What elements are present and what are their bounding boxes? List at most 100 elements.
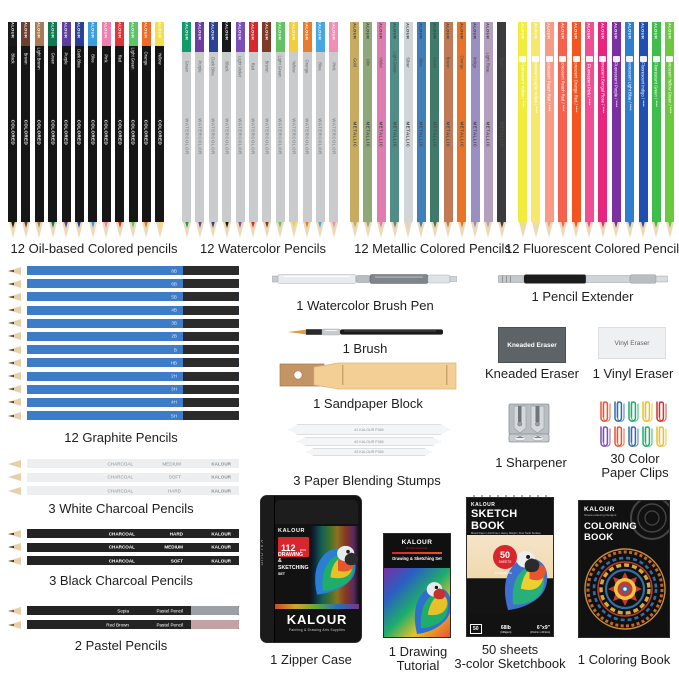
fluorescent-pencil-group: KALOUR Fluorescent Yellow / **** KALOUR Flu… — [518, 6, 675, 238]
pencil-cap — [183, 397, 239, 407]
pencil-band — [545, 56, 553, 62]
pencil-barrel: KALOUR Black COLORED — [8, 22, 17, 222]
pencil-lead — [473, 221, 478, 228]
pencil-wood-tip — [102, 222, 111, 238]
pencil-color-name: Blue — [90, 54, 96, 63]
pencil-wood-tip — [8, 543, 21, 551]
pencil-brand: KALOUR — [250, 22, 256, 41]
case-pieces-unit: pcs — [299, 547, 307, 552]
pencil-type: METALLIC — [352, 121, 357, 148]
pencil-barrel: 2BKALOUR — [27, 331, 239, 341]
pencil-cap — [183, 411, 239, 421]
pencil-lead — [8, 309, 14, 312]
pencil-lead — [8, 609, 14, 612]
drawing-tutorial: KALOUR Professional Drawing & Sketching … — [383, 533, 451, 638]
sandpaper-block — [278, 358, 458, 392]
pencil: KALOUR Olin METALLIC — [363, 22, 373, 238]
pencil-lead — [8, 282, 14, 285]
pencil-grade: B — [173, 347, 177, 353]
stump-body: #3 KALOUR P365 — [306, 448, 432, 456]
pencil-lead — [8, 348, 14, 351]
extender-caption: 1 Pencil Extender — [531, 289, 634, 304]
graphite-pencil-group: 8BKALOUR 6BKALOUR 5BKALOUR 4BKALOUR 3BKALOUR… — [8, 266, 239, 424]
pencil-wood-tip — [377, 222, 386, 238]
pencil-brand: KALOUR — [600, 22, 606, 40]
pencil-cap — [195, 22, 205, 52]
sketchbook-size-metric: (15.2cm x 22.9cm) — [530, 630, 550, 634]
pencil-type: WATERCOLOR — [277, 118, 283, 155]
pencil-barrel: KALOUR Green COLORED — [48, 22, 58, 222]
pencil-lead — [8, 361, 14, 364]
pencil-wood-tip — [417, 222, 426, 238]
sketchbook-gsm: (100gsm) — [500, 630, 512, 634]
pencil-barrel: KALOUR Fluorescent Yellow Green / **** — [665, 22, 675, 222]
pencil-lead — [37, 221, 42, 228]
pencil: KALOUR Red COLORED — [115, 22, 125, 238]
pencil-band — [639, 56, 647, 62]
pencil-wood-tip — [652, 222, 661, 238]
pencil-wood-tip — [665, 222, 674, 238]
pencil-wood-tip — [625, 222, 634, 238]
sketchbook-premium: PREMIUM — [495, 571, 512, 575]
pencil-color-name: Black — [10, 53, 15, 64]
pencil-brand: KALOUR — [613, 22, 619, 40]
pencil-brand: KALOUR — [36, 22, 42, 39]
pencil-barrel: CHARCOAL SOFT KALOUR — [27, 556, 239, 565]
pencil-wood-tip — [329, 222, 338, 238]
pencil-color-name: Yellow — [157, 52, 163, 65]
pencil-lead — [419, 221, 424, 228]
pencil-wood-tip — [316, 222, 325, 238]
pencil-cap — [182, 22, 191, 52]
pencil-grade: 5H — [171, 413, 177, 419]
pencil-lead — [157, 221, 162, 228]
pencil-type: METALLIC — [472, 121, 478, 148]
pencil-wood-tip — [518, 222, 527, 238]
white-charcoal-group: CHARCOAL MEDIUM KALOUR CHARCOAL SOFT KALOUR CH… — [8, 459, 239, 500]
pencil: KALOUR Light Brown COLORED — [34, 22, 44, 238]
pencil-brand: KALOUR — [10, 22, 15, 39]
pencil-wood-tip — [8, 556, 21, 565]
pencil: CHARCOAL SOFT KALOUR — [8, 472, 239, 482]
pencil-cap — [183, 345, 239, 355]
kneaded-eraser: Kneaded Eraser — [498, 327, 566, 363]
pencil-type: CHARCOAL — [107, 461, 133, 466]
pencil-barrel: KALOUR Black WATERCOLOR — [222, 22, 232, 222]
stump-label: #2 KALOUR P365 — [354, 439, 384, 444]
pencil-barrel: KALOUR Blue METALLIC — [416, 22, 426, 222]
pencil: KALOUR Fluorescent Indigo / **** — [638, 22, 648, 238]
pencil-wood-tip — [222, 222, 231, 238]
oil-pencil-caption: 12 Oil-based Colored pencils — [10, 241, 178, 256]
pencil-lead — [8, 532, 14, 535]
brush-caption: 1 Brush — [342, 341, 388, 356]
pencil-type: METALLIC — [499, 121, 505, 148]
pencil: KALOUR Black WATERCOLOR — [222, 22, 232, 238]
pencil-color-name: Brown — [264, 60, 270, 73]
pencil-color-name: Purple — [197, 60, 203, 73]
pencil-band — [572, 56, 580, 62]
paper-clips — [594, 398, 668, 448]
pencil-color-name: Pink — [103, 54, 109, 63]
pencil-cap — [275, 22, 285, 52]
pencil-brand: KALOUR — [291, 22, 297, 41]
pencil-lead — [600, 221, 605, 228]
pencil-barrel: KALOUR Fluorescent Indigo / **** — [638, 22, 648, 222]
pencil-wood-tip — [88, 222, 97, 238]
pencil-wood-tip — [115, 222, 124, 238]
pencil-type: METALLIC — [378, 121, 384, 148]
pencil-lead — [641, 221, 646, 228]
pencil-wood-tip — [531, 222, 540, 238]
coloring-title: COLORING BOOK — [584, 521, 637, 543]
pencil-color-name: Fluorescent Naple Yellow / **** — [533, 55, 539, 114]
pencil-color-name: Light Green — [130, 47, 136, 70]
pencil-lead — [211, 221, 216, 228]
pencil-cap — [88, 22, 98, 46]
pencil-cap — [183, 266, 239, 275]
pencil-lead — [8, 476, 14, 478]
case-caption: 1 Zipper Case — [270, 652, 352, 667]
pencil-grade: HB — [170, 360, 177, 366]
vinyl-eraser: Vinyl Eraser — [598, 327, 666, 359]
sketchbook-badge: 50 — [470, 624, 482, 634]
pencil-barrel: KALOUR Light Brown COLORED — [34, 22, 44, 222]
